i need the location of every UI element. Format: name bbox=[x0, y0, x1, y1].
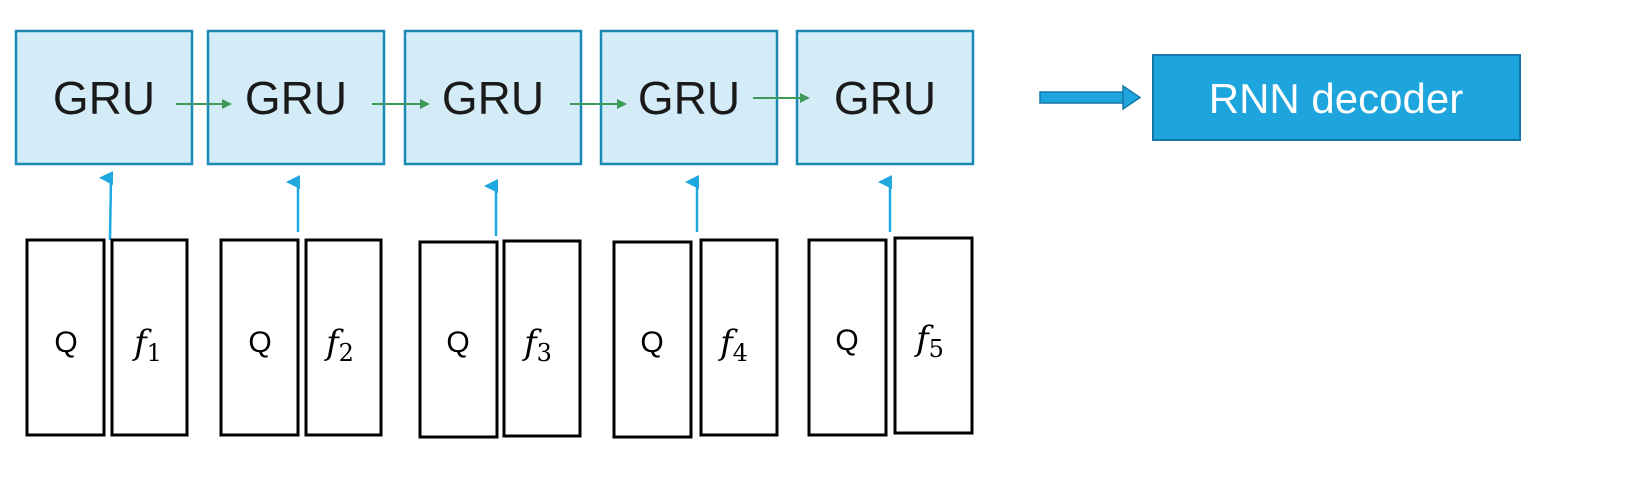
gru-cell-5: GRU bbox=[797, 31, 973, 164]
gru-cell-1-label: GRU bbox=[53, 72, 155, 124]
gru-cell-2-label: GRU bbox=[245, 72, 347, 124]
gru-cell-1: GRU bbox=[16, 31, 192, 164]
feature-box-4 bbox=[701, 240, 777, 435]
gru-cell-5-label: GRU bbox=[834, 72, 936, 124]
question-label-2: Q bbox=[248, 326, 271, 359]
input-pair-5: Q f5 bbox=[809, 238, 972, 435]
gru-cell-4-label: GRU bbox=[638, 72, 740, 124]
question-label-4: Q bbox=[640, 326, 663, 359]
gru-cell-2: GRU bbox=[208, 31, 384, 164]
gru-cell-3: GRU bbox=[405, 31, 581, 164]
input-pair-2: Q f2 bbox=[221, 240, 381, 435]
gru-cell-3-label: GRU bbox=[442, 72, 544, 124]
input-pair-4: Q f4 bbox=[614, 240, 777, 437]
feature-box-1 bbox=[112, 240, 187, 435]
question-label-5: Q bbox=[835, 324, 858, 357]
rnn-decoder-label: RNN decoder bbox=[1209, 75, 1463, 122]
gru-cell-4: GRU bbox=[601, 31, 777, 164]
question-label-1: Q bbox=[54, 326, 77, 359]
question-label-3: Q bbox=[446, 326, 469, 359]
input-arrow-1 bbox=[110, 178, 111, 240]
input-pair-1: Q f1 bbox=[27, 240, 187, 435]
encoder-to-decoder-arrow bbox=[1040, 86, 1140, 109]
feature-box-2 bbox=[306, 240, 381, 435]
rnn-decoder-box: RNN decoder bbox=[1153, 55, 1520, 140]
input-pair-3: Q f3 bbox=[420, 241, 580, 437]
